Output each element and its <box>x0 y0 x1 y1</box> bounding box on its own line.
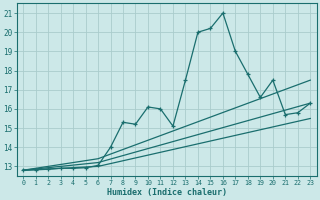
X-axis label: Humidex (Indice chaleur): Humidex (Indice chaleur) <box>107 188 227 197</box>
